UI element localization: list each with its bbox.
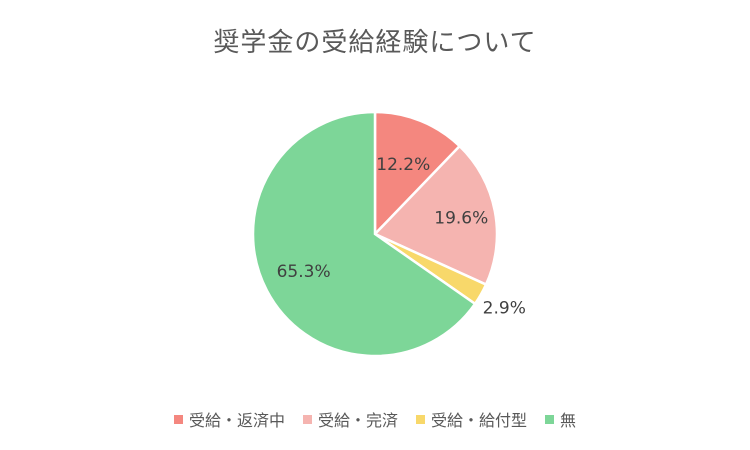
- data-label-3: 2.9%: [483, 299, 526, 319]
- legend-swatch: [545, 414, 555, 424]
- legend-label: 受給・完済: [317, 411, 398, 430]
- pie-slice-2: [372, 144, 499, 287]
- legend-label: 受給・返済中: [188, 411, 285, 430]
- data-label-2: 19.6%: [434, 209, 488, 229]
- legend: 受給・返済中 受給・完済 受給・給付型 無: [0, 407, 750, 431]
- pie-slice-1: [373, 110, 462, 238]
- pie-slices: [251, 110, 499, 358]
- legend-item-4: 無: [545, 407, 576, 431]
- legend-swatch: [416, 414, 425, 424]
- legend-item-3: 受給・給付型: [416, 407, 527, 431]
- legend-item-1: 受給・返済中: [173, 407, 285, 431]
- legend-label: 受給・給付型: [431, 411, 528, 430]
- chart-title: 奨学金の受給経験について: [213, 28, 537, 58]
- legend-swatch: [302, 414, 312, 424]
- legend-item-2: 受給・完済: [302, 407, 398, 431]
- data-label-4: 65.3%: [277, 262, 331, 282]
- legend-swatch: [173, 414, 183, 424]
- pie-slice-4: [251, 110, 477, 358]
- pie-labels: 12.2% 19.6% 2.9% 65.3%: [277, 155, 526, 319]
- data-label-1: 12.2%: [376, 155, 430, 175]
- legend-label: 無: [560, 411, 577, 430]
